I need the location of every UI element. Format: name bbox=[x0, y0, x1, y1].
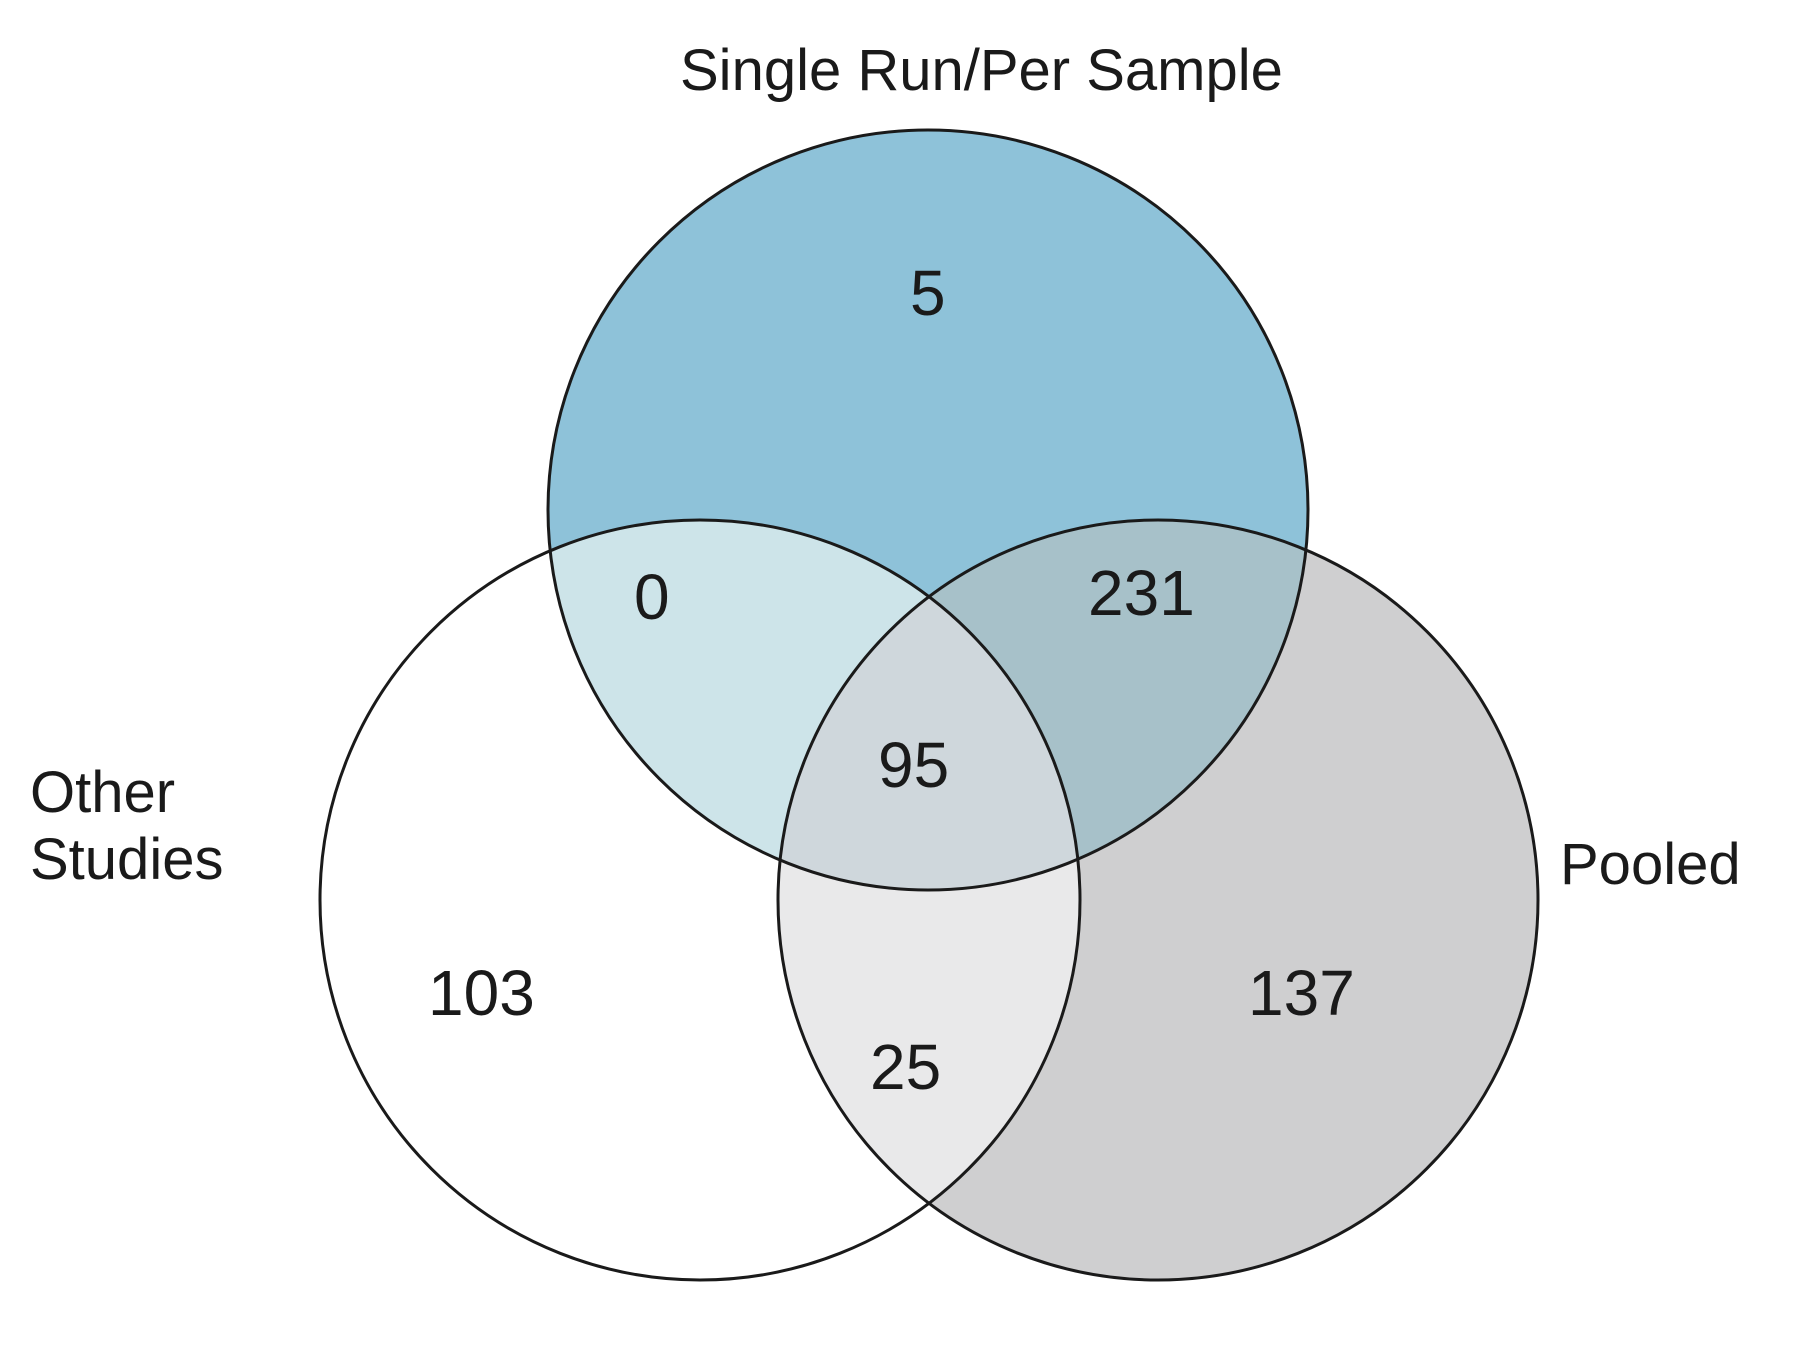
label-left: OtherStudies bbox=[30, 760, 223, 893]
value-top-right: 231 bbox=[1088, 556, 1195, 630]
venn-diagram: Single Run/Per Sample OtherStudies Poole… bbox=[0, 0, 1800, 1354]
label-right: Pooled bbox=[1560, 832, 1741, 899]
value-left-right: 25 bbox=[870, 1030, 941, 1104]
value-center: 95 bbox=[878, 728, 949, 802]
value-top-left: 0 bbox=[634, 560, 670, 634]
value-top-only: 5 bbox=[910, 256, 946, 330]
value-right-only: 137 bbox=[1248, 956, 1355, 1030]
value-left-only: 103 bbox=[428, 956, 535, 1030]
label-top: Single Run/Per Sample bbox=[680, 38, 1283, 105]
venn-svg bbox=[0, 0, 1800, 1354]
